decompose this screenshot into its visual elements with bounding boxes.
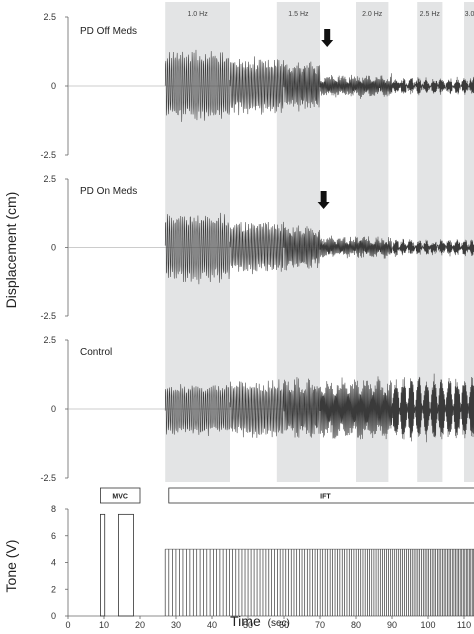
panel-2-ytick-label-2: -2.5 (40, 473, 56, 483)
displacement-trace-1 (164, 212, 474, 285)
frequency-band-label-4: 3.0 Hz (465, 11, 474, 18)
panel-0-ytick-label-2: -2.5 (40, 150, 56, 160)
x-tick-label-11: 110 (457, 620, 471, 630)
frequency-band-label-3: 2.5 Hz (420, 11, 441, 18)
tone-panel: MVCIFTMVC86420 (51, 487, 474, 621)
panel-0: 2.5 0 -2.5 PD Off Meds (40, 12, 474, 160)
frequency-band-label-2: 2.0 Hz (362, 11, 383, 18)
panel-2-ytick-label-1: 0 (51, 404, 56, 414)
panel-label-1: PD On Meds (80, 186, 137, 197)
tone-ytick-label-0: 8 (51, 504, 56, 514)
frequency-band-labels: 1.0 Hz 1.5 Hz 2.0 Hz 2.5 Hz 3.0 Hz (187, 11, 474, 18)
x-tick-label-0: 0 (65, 620, 70, 630)
x-tick-label-5: 50 (243, 620, 253, 630)
x-axis: 0 10 20 30 40 50 60 70 80 90 100 110 (65, 616, 471, 630)
ift-pulse-train (164, 549, 474, 616)
frequency-band-4 (464, 2, 474, 482)
panel-1-ytick-label-1: 0 (51, 243, 56, 253)
panel-0-ytick-label-0: 2.5 (43, 12, 56, 22)
panel-1-ytick-label-0: 2.5 (43, 174, 56, 184)
x-tick-label-8: 80 (351, 620, 361, 630)
panel-label-2: Control (80, 347, 112, 358)
mvc-pulse-0 (100, 513, 106, 617)
x-tick-label-7: 70 (315, 620, 325, 630)
panel-label-0: PD Off Meds (80, 26, 137, 37)
tone-ytick-label-4: 0 (51, 611, 56, 621)
mvc-pulse-1 (118, 513, 134, 617)
tone-ytick-label-1: 6 (51, 531, 56, 541)
y-axis-label: Displacement (cm) (3, 192, 19, 309)
x-tick-label-2: 20 (135, 620, 145, 630)
panel-2: 2.5 0 -2.5 Control (40, 335, 474, 483)
frequency-band-label-1: 1.5 Hz (288, 11, 309, 18)
panel-1: 2.5 0 -2.5 PD On Meds (40, 174, 474, 321)
arrow-annotation-1 (317, 191, 330, 209)
phase-box-label-1: IFT (320, 494, 331, 501)
x-tick-label-3: 30 (171, 620, 181, 630)
tone-axis-label: Tone (V) (3, 540, 19, 593)
x-tick-label-4: 40 (207, 620, 217, 630)
x-axis-label: Time (sec) (230, 613, 290, 629)
tone-ytick-label-3: 2 (51, 584, 56, 594)
displacement-trace-0 (164, 49, 474, 122)
tone-ytick-label-2: 4 (51, 558, 56, 568)
displacement-trace-2 (164, 373, 474, 443)
x-tick-label-10: 100 (420, 620, 435, 630)
arrow-annotation-0 (321, 29, 334, 47)
panel-0-ytick-label-1: 0 (51, 81, 56, 91)
panel-2-ytick-label-0: 2.5 (43, 335, 56, 345)
x-tick-label-9: 90 (387, 620, 397, 630)
x-tick-label-6: 60 (279, 620, 289, 630)
x-tick-label-1: 10 (99, 620, 109, 630)
x-axis-label-text: Time (230, 613, 261, 629)
phase-box-1 (168, 487, 474, 504)
phase-box-label-0: MVC (112, 494, 128, 501)
x-axis-label-unit: (sec) (268, 618, 290, 629)
frequency-band-label-0: 1.0 Hz (187, 11, 208, 18)
phase-box-0 (100, 487, 141, 504)
panel-1-ytick-label-2: -2.5 (40, 311, 56, 321)
